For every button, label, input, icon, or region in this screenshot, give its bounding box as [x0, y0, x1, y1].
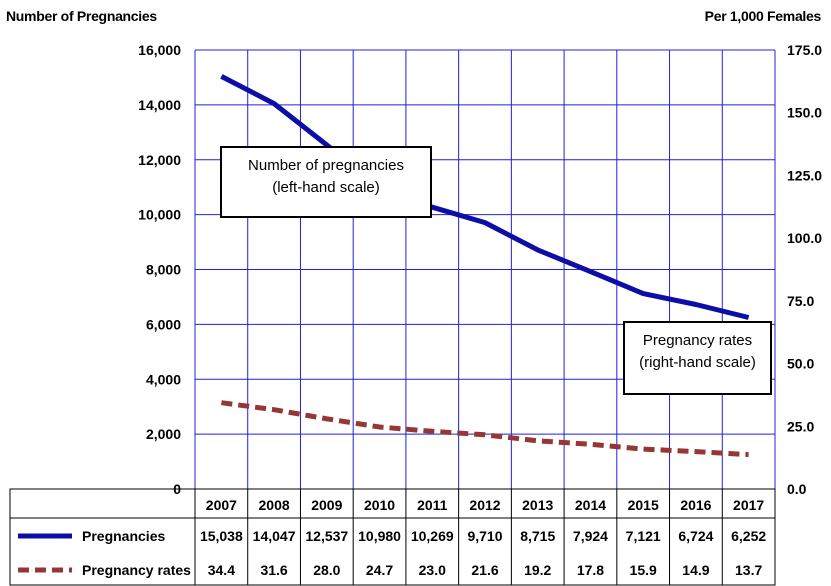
right-axis-title: Per 1,000 Females — [704, 8, 822, 24]
data-table-value: 13.7 — [735, 562, 762, 578]
right-tick-label: 125.0 — [787, 167, 822, 183]
left-tick-label: 14,000 — [138, 97, 181, 113]
legend-label-pregnancies: Pregnancies — [82, 528, 165, 544]
annotation-rates-line2: (right-hand scale) — [639, 354, 756, 371]
data-table-value: 21.6 — [471, 562, 498, 578]
x-tick-label: 2008 — [259, 497, 290, 513]
data-table-value: 9,710 — [467, 528, 502, 544]
x-tick-label: 2010 — [364, 497, 395, 513]
data-table-value: 24.7 — [366, 562, 393, 578]
right-tick-label: 150.0 — [787, 105, 822, 121]
annotation-pregnancies-line2: (left-hand scale) — [272, 179, 380, 196]
data-table-value: 7,121 — [626, 528, 661, 544]
data-table-value: 14,047 — [253, 528, 296, 544]
left-tick-label: 12,000 — [138, 152, 181, 168]
x-tick-label: 2011 — [417, 497, 448, 513]
left-tick-label: 10,000 — [138, 207, 181, 223]
annotation-rates-line1: Pregnancy rates — [642, 332, 753, 349]
x-tick-label: 2012 — [469, 497, 500, 513]
x-tick-label: 2009 — [311, 497, 342, 513]
right-tick-label: 0.0 — [787, 481, 807, 497]
data-table-value: 14.9 — [682, 562, 709, 578]
left-tick-label: 2,000 — [146, 426, 181, 442]
data-table-value: 23.0 — [419, 562, 446, 578]
right-tick-label: 75.0 — [787, 293, 814, 309]
data-table-value: 28.0 — [313, 562, 340, 578]
left-tick-label: 8,000 — [146, 262, 181, 278]
x-tick-label: 2017 — [733, 497, 764, 513]
left-tick-label: 4,000 — [146, 371, 181, 387]
data-table-value: 17.8 — [577, 562, 604, 578]
right-tick-label: 25.0 — [787, 418, 814, 434]
data-table-value: 10,980 — [358, 528, 401, 544]
data-table-value: 34.4 — [208, 562, 235, 578]
x-tick-label: 2013 — [522, 497, 553, 513]
right-tick-label: 100.0 — [787, 230, 822, 246]
x-tick-label: 2007 — [206, 497, 237, 513]
data-table-value: 6,724 — [678, 528, 713, 544]
data-table-value: 19.2 — [524, 562, 551, 578]
x-tick-label: 2016 — [680, 497, 711, 513]
x-tick-label: 2015 — [628, 497, 659, 513]
annotation-pregnancies-line1: Number of pregnancies — [248, 157, 404, 174]
right-tick-label: 50.0 — [787, 356, 814, 372]
annotation-rates: Pregnancy rates (right-hand scale) — [623, 321, 772, 395]
data-table-value: 15,038 — [200, 528, 243, 544]
annotation-pregnancies: Number of pregnancies (left-hand scale) — [220, 146, 432, 218]
left-tick-label: 16,000 — [138, 42, 181, 58]
left-tick-label: 6,000 — [146, 316, 181, 332]
right-tick-label: 175.0 — [787, 42, 822, 58]
data-table-value: 8,715 — [520, 528, 555, 544]
data-table-value: 15.9 — [630, 562, 657, 578]
data-table-value: 7,924 — [573, 528, 608, 544]
data-table-value: 6,252 — [731, 528, 766, 544]
data-table-value: 31.6 — [260, 562, 287, 578]
left-axis-title: Number of Pregnancies — [6, 8, 157, 24]
data-table-value: 10,269 — [411, 528, 454, 544]
x-tick-label: 2014 — [575, 497, 606, 513]
data-table-value: 12,537 — [305, 528, 348, 544]
legend-label-pregnancy-rates: Pregnancy rates — [82, 562, 191, 578]
